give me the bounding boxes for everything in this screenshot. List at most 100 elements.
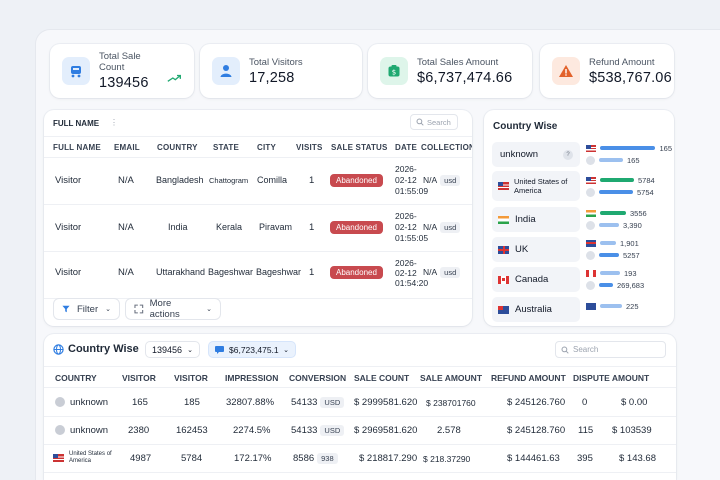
col-collection[interactable]: COLLECTION bbox=[421, 143, 472, 152]
cell-date-day: 02-12 bbox=[395, 222, 417, 232]
column-menu-icon[interactable]: ⋮ bbox=[110, 118, 118, 127]
user-icon bbox=[212, 57, 240, 85]
cell-conversion: 8586 938 bbox=[293, 453, 338, 464]
cell-dispute: 115 bbox=[578, 425, 594, 436]
table-row[interactable]: Visitor N/A Bangladesh Chattogram Comill… bbox=[44, 158, 472, 205]
cell-email: N/A bbox=[118, 222, 134, 233]
stat-value: 139456 bbox=[99, 75, 149, 91]
country-name: unknown bbox=[500, 149, 539, 160]
more-actions-label: More actions bbox=[149, 298, 180, 320]
sale-count-select[interactable]: 139456 ⌄ bbox=[145, 341, 200, 358]
cell-dispute-amount: $ 103539 bbox=[612, 425, 652, 436]
bottom-search-input[interactable]: Search bbox=[555, 341, 666, 358]
chevron-down-icon: ⌄ bbox=[187, 346, 193, 354]
bar-secondary bbox=[599, 283, 613, 287]
us-flag-icon bbox=[586, 144, 596, 152]
country-item-australia[interactable]: Australia bbox=[492, 297, 580, 322]
stat-value: 17,258 bbox=[249, 69, 295, 86]
stat-label: Refund Amount bbox=[589, 56, 655, 68]
status-badge: Abandoned bbox=[330, 174, 383, 187]
col-country[interactable]: COUNTRY bbox=[157, 143, 198, 152]
country-bars: 193 269,683 bbox=[586, 267, 672, 292]
bar-secondary bbox=[599, 223, 619, 227]
bar-primary bbox=[600, 271, 620, 275]
stat-label: Total Sale Count bbox=[99, 51, 141, 73]
conversion-value: 54133 bbox=[291, 397, 318, 408]
india-flag-icon bbox=[498, 215, 509, 224]
stat-value: $6,737,474.66 bbox=[417, 69, 513, 86]
cell-refund-amount: $ 245126.760 bbox=[507, 397, 566, 408]
cell-sale-count: $ 2999581.620 bbox=[354, 397, 418, 408]
col-sale-count[interactable]: SALE COUNT bbox=[354, 373, 410, 383]
country-name: Australia bbox=[515, 304, 552, 315]
country-item-unknown[interactable]: unknown ? bbox=[492, 142, 580, 167]
col-impression[interactable]: IMPRESSION bbox=[225, 373, 279, 383]
bar-primary bbox=[600, 211, 626, 215]
col-conversion[interactable]: CONVERSION bbox=[289, 373, 347, 383]
cell-visits: 1 bbox=[309, 222, 315, 233]
currency-tag: usd bbox=[440, 175, 461, 186]
bar-value: 5754 bbox=[637, 187, 654, 197]
col-sale-amount[interactable]: SALE AMOUNT bbox=[420, 373, 483, 383]
country-bars: 1,901 5257 bbox=[586, 237, 672, 262]
cell-city: Bageshwar bbox=[256, 267, 302, 277]
collection-value: N/A bbox=[423, 222, 438, 232]
search-placeholder: Search bbox=[427, 117, 451, 127]
country-item-uk[interactable]: UK bbox=[492, 237, 580, 262]
cell-name: Visitor bbox=[55, 222, 82, 233]
table-row[interactable] bbox=[44, 417, 676, 445]
table-row[interactable] bbox=[44, 389, 676, 417]
cell-visitor: 165 bbox=[132, 397, 148, 408]
stat-value: $538,767.06 bbox=[589, 69, 672, 86]
col-dispute-amount[interactable]: DISPUTE AMOUNT bbox=[573, 373, 650, 383]
country-wise-table-card: Country Wise 139456 ⌄ $6,723,475.1 ⌄ Sea… bbox=[44, 334, 676, 480]
table-row[interactable]: Visitor N/A Uttarakhand Bageshwar Bagesh… bbox=[44, 252, 472, 299]
table-search-input[interactable]: Search bbox=[410, 114, 458, 130]
bottom-table-title: Country Wise bbox=[68, 343, 139, 355]
col-visitor[interactable]: VISITOR bbox=[122, 373, 156, 383]
check-icon bbox=[586, 155, 595, 165]
canada-flag-icon bbox=[586, 269, 596, 277]
cell-state: Kerala bbox=[216, 222, 243, 232]
count-tag: 938 bbox=[317, 453, 338, 464]
bar-primary bbox=[600, 304, 622, 308]
bar-primary bbox=[599, 146, 656, 150]
country-name: UK bbox=[515, 244, 529, 255]
expand-icon bbox=[134, 304, 144, 314]
country-item-india[interactable]: India bbox=[492, 207, 580, 232]
col-visitor-2[interactable]: VISITOR bbox=[174, 373, 208, 383]
table-row[interactable] bbox=[44, 445, 676, 473]
bar-primary bbox=[600, 241, 616, 245]
col-email[interactable]: EMAIL bbox=[114, 143, 140, 152]
cell-conversion: 54133 USD bbox=[291, 425, 345, 436]
sale-amount-select[interactable]: $6,723,475.1 ⌄ bbox=[208, 341, 296, 358]
col-refund-amount[interactable]: REFUND AMOUNT bbox=[491, 373, 566, 383]
country-item-canada[interactable]: Canada bbox=[492, 267, 580, 292]
help-icon: ? bbox=[563, 149, 573, 160]
col-date[interactable]: DATE bbox=[395, 143, 417, 152]
currency-tag: usd bbox=[440, 267, 461, 278]
filter-icon bbox=[62, 305, 70, 313]
country-bars: 165 165 bbox=[586, 142, 672, 167]
cell-sale-amount: $ 238701760 bbox=[426, 398, 476, 408]
country-name: Canada bbox=[515, 274, 549, 285]
more-actions-button[interactable]: More actions ⌄ bbox=[125, 298, 221, 320]
col-state[interactable]: STATE bbox=[213, 143, 240, 152]
bar-value: 1,901 bbox=[620, 238, 639, 248]
col-sale-status[interactable]: SALE STATUS bbox=[331, 143, 388, 152]
cell-visits: 1 bbox=[309, 267, 315, 278]
col-full-name[interactable]: FULL NAME bbox=[53, 143, 101, 152]
col-visits[interactable]: VISITS bbox=[296, 143, 323, 152]
col-city[interactable]: CITY bbox=[257, 143, 277, 152]
country-bars: 5784 5754 bbox=[586, 174, 672, 199]
table-title: FULL NAME bbox=[53, 119, 100, 128]
table-row[interactable]: Visitor N/A India Kerala Piravam 1 Aband… bbox=[44, 205, 472, 252]
col-country[interactable]: COUNTRY bbox=[55, 373, 97, 383]
cell-refund-amount: $ 144461.63 bbox=[507, 453, 560, 464]
check-icon bbox=[586, 250, 595, 260]
cell-sale-count: $ 2969581.620 bbox=[354, 425, 418, 436]
country-item-us[interactable]: United States of America bbox=[492, 171, 580, 201]
cell-collection: N/A usd bbox=[423, 267, 461, 278]
filter-button[interactable]: Filter ⌄ bbox=[53, 298, 120, 320]
canada-flag-icon bbox=[498, 275, 509, 284]
